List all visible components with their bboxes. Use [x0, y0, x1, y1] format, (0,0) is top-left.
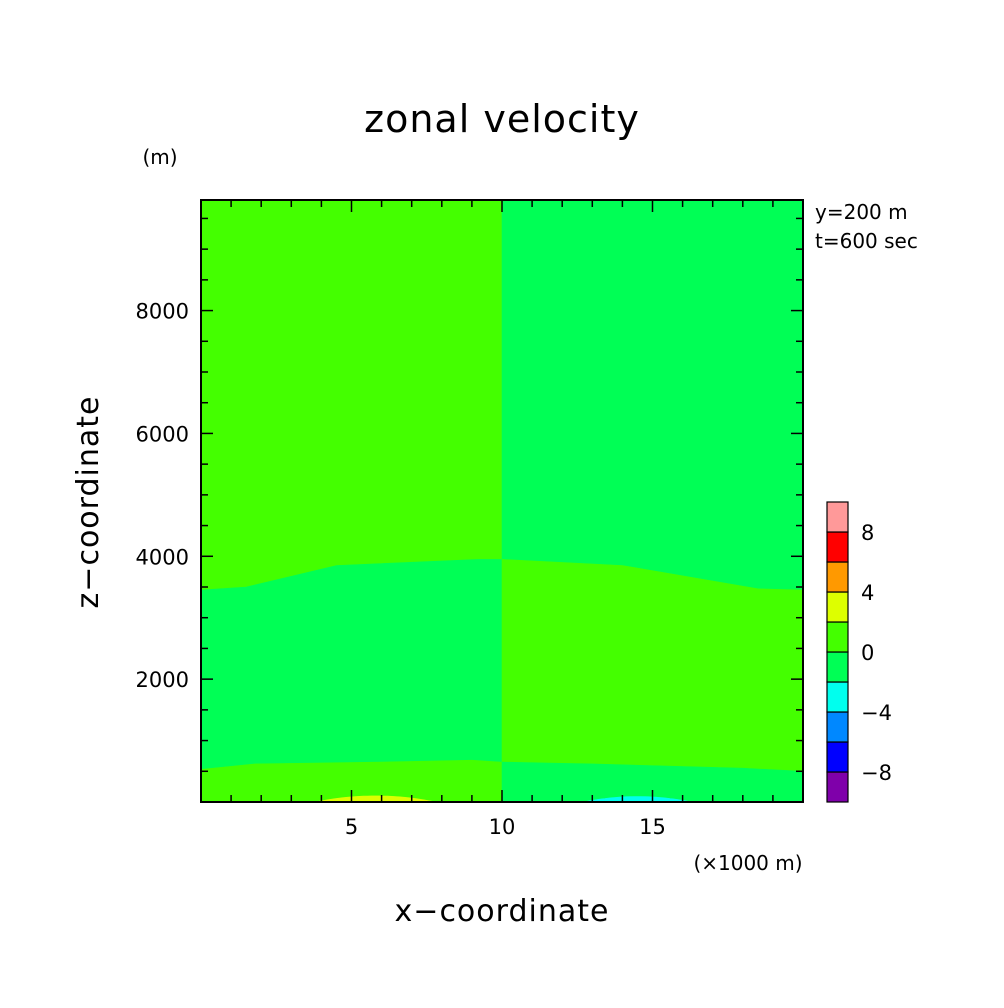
colorbar-swatch [826, 651, 849, 683]
colorbar-tick-label: 4 [861, 581, 874, 605]
colorbar-tick-label: 0 [861, 641, 874, 665]
colorbar-swatch [826, 501, 849, 533]
x-tick-label: 15 [639, 815, 666, 839]
x-tick-label: 5 [345, 815, 358, 839]
colorbar-swatch [826, 711, 849, 743]
contour-region-negative-cell [583, 796, 692, 803]
colorbar-tick-label: 8 [861, 521, 874, 545]
annotation-t: t=600 sec [815, 229, 918, 253]
y-tick-label: 4000 [136, 545, 189, 569]
colorbar-tick-label: −4 [861, 701, 892, 725]
x-axis-label: x−coordinate [395, 894, 610, 929]
y-tick-label: 2000 [136, 668, 189, 692]
colorbar-swatch [826, 531, 849, 563]
colorbar-swatch [826, 771, 849, 803]
contour-region-upper-right [501, 199, 804, 591]
y-tick-label: 8000 [136, 300, 189, 324]
colorbar-swatch [826, 621, 849, 653]
y-unit-label: (m) [142, 145, 177, 169]
x-ticks: 5 10 15 [230, 200, 774, 839]
contour-region-upper-left [200, 199, 503, 591]
colorbar-swatch [826, 591, 849, 623]
contour-region-middle-right [501, 559, 804, 772]
contour-fills [200, 199, 804, 803]
x-tick-label: 10 [489, 815, 516, 839]
chart-title: zonal velocity [364, 97, 640, 141]
contour-region-positive-cell [315, 795, 436, 803]
annotation-y: y=200 m [815, 200, 908, 224]
contour-region-middle-left [200, 559, 503, 770]
colorbar: 8 4 0 −4 −8 [826, 501, 892, 803]
y-ticks: 2000 4000 6000 8000 [136, 217, 803, 773]
colorbar-tick-label: −8 [861, 761, 892, 785]
y-axis-label: z−coordinate [71, 396, 106, 609]
colorbar-swatch [826, 681, 849, 713]
colorbar-swatch [826, 741, 849, 773]
colorbar-swatch [826, 561, 849, 593]
y-tick-label: 6000 [136, 422, 189, 446]
x-unit-label: (×1000 m) [693, 851, 802, 875]
